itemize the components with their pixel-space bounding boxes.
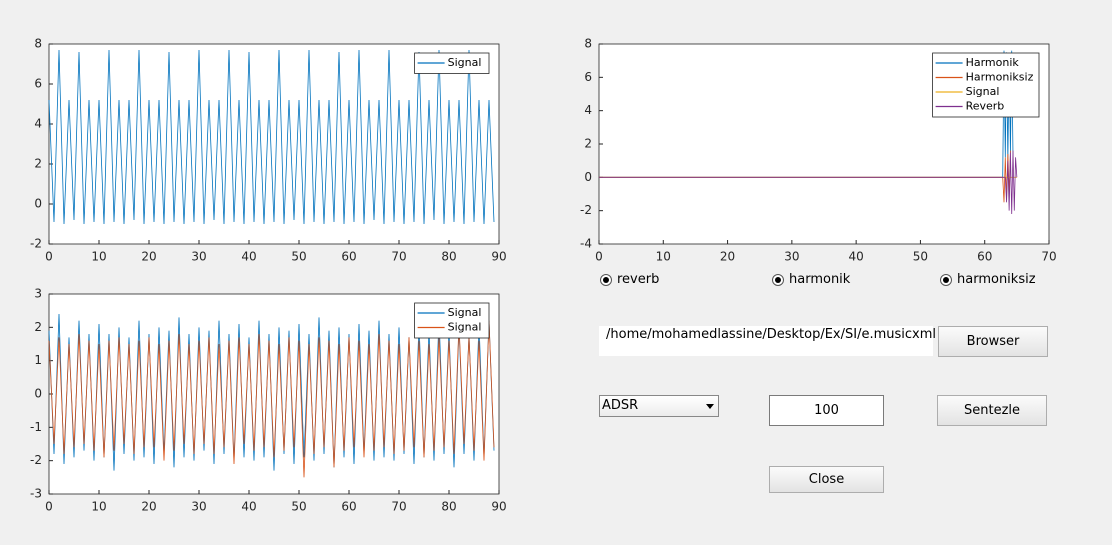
y-tick-label: -3 bbox=[30, 487, 42, 501]
x-tick-label: 60 bbox=[341, 500, 356, 514]
radio-dot bbox=[943, 277, 949, 283]
radio-button[interactable] bbox=[600, 274, 612, 286]
legend-label: Signal bbox=[966, 85, 1000, 98]
y-tick-label: 0 bbox=[34, 197, 42, 211]
y-tick-label: 2 bbox=[34, 157, 42, 171]
y-tick-label: 2 bbox=[584, 137, 592, 151]
legend-box bbox=[414, 302, 490, 339]
y-tick-label: 3 bbox=[34, 287, 42, 301]
y-tick-label: 0 bbox=[34, 387, 42, 401]
series-line bbox=[599, 150, 1018, 215]
number-field[interactable]: 100 bbox=[769, 395, 884, 426]
y-tick-label: -2 bbox=[30, 237, 42, 251]
y-tick-label: -2 bbox=[30, 453, 42, 467]
x-tick-label: 40 bbox=[849, 250, 864, 264]
y-tick-label: 2 bbox=[34, 320, 42, 334]
x-tick-label: 30 bbox=[784, 250, 799, 264]
radio-button[interactable] bbox=[772, 274, 784, 286]
x-tick-label: 80 bbox=[441, 250, 456, 264]
legend-label: Harmoniksiz bbox=[966, 71, 1034, 84]
radio-button[interactable] bbox=[940, 274, 952, 286]
x-tick-label: 20 bbox=[141, 250, 156, 264]
y-tick-label: 6 bbox=[584, 70, 592, 84]
dropdown[interactable]: ADSR bbox=[599, 395, 719, 417]
path-field[interactable]: /home/mohamedlassine/Desktop/Ex/SI/e.mus… bbox=[599, 326, 936, 356]
x-tick-label: 20 bbox=[141, 500, 156, 514]
legend-label: Signal bbox=[448, 56, 482, 69]
x-tick-label: 60 bbox=[977, 250, 992, 264]
x-tick-label: 10 bbox=[91, 500, 106, 514]
y-tick-label: -1 bbox=[30, 420, 42, 434]
y-tick-label: 6 bbox=[34, 77, 42, 91]
y-tick-label: 8 bbox=[34, 37, 42, 51]
legend-label: Harmonik bbox=[966, 56, 1020, 69]
close-button[interactable]: Close bbox=[769, 466, 884, 493]
y-tick-label: 4 bbox=[34, 117, 42, 131]
x-tick-label: 30 bbox=[191, 500, 206, 514]
x-tick-label: 10 bbox=[91, 250, 106, 264]
browse-button[interactable]: Browser bbox=[938, 326, 1048, 357]
legend-box bbox=[414, 52, 490, 74]
x-tick-label: 0 bbox=[45, 500, 53, 514]
synth-button[interactable]: Sentezle bbox=[937, 395, 1047, 426]
x-tick-label: 70 bbox=[391, 500, 406, 514]
x-tick-label: 0 bbox=[595, 250, 603, 264]
legend-label: Reverb bbox=[966, 100, 1005, 113]
x-tick-label: 0 bbox=[45, 250, 53, 264]
x-tick-label: 50 bbox=[291, 250, 306, 264]
x-tick-label: 90 bbox=[491, 250, 506, 264]
series-line bbox=[48, 49, 495, 225]
radio-label[interactable]: harmonik bbox=[789, 272, 851, 287]
dropdown-arrow bbox=[706, 404, 714, 409]
legend-label: Signal bbox=[448, 306, 482, 319]
x-tick-label: 30 bbox=[191, 250, 206, 264]
radio-label[interactable]: harmoniksiz bbox=[957, 272, 1036, 287]
x-tick-label: 40 bbox=[241, 500, 256, 514]
y-tick-label: 0 bbox=[584, 170, 592, 184]
y-tick-label: -2 bbox=[580, 203, 592, 217]
radio-label[interactable]: reverb bbox=[617, 272, 660, 287]
x-tick-label: 20 bbox=[720, 250, 735, 264]
y-tick-label: 4 bbox=[584, 103, 592, 117]
x-tick-label: 50 bbox=[913, 250, 928, 264]
x-tick-label: 10 bbox=[656, 250, 671, 264]
x-tick-label: 70 bbox=[1041, 250, 1056, 264]
y-tick-label: 8 bbox=[584, 37, 592, 51]
legend-label: Signal bbox=[448, 321, 482, 334]
radio-dot bbox=[603, 277, 609, 283]
series-line bbox=[48, 320, 495, 478]
x-tick-label: 50 bbox=[291, 500, 306, 514]
x-tick-label: 90 bbox=[491, 500, 506, 514]
radio-dot bbox=[775, 277, 781, 283]
y-tick-label: 1 bbox=[34, 353, 42, 367]
x-tick-label: 60 bbox=[341, 250, 356, 264]
x-tick-label: 40 bbox=[241, 250, 256, 264]
x-tick-label: 70 bbox=[391, 250, 406, 264]
x-tick-label: 80 bbox=[441, 500, 456, 514]
y-tick-label: -4 bbox=[580, 237, 592, 251]
